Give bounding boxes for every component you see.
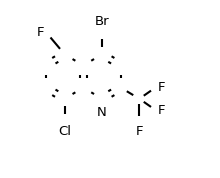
Text: F: F	[36, 25, 44, 39]
Text: Cl: Cl	[58, 125, 71, 138]
Text: F: F	[158, 81, 165, 94]
Text: Br: Br	[95, 15, 109, 28]
Text: F: F	[136, 125, 143, 138]
Text: N: N	[97, 106, 107, 119]
Text: F: F	[158, 103, 165, 117]
